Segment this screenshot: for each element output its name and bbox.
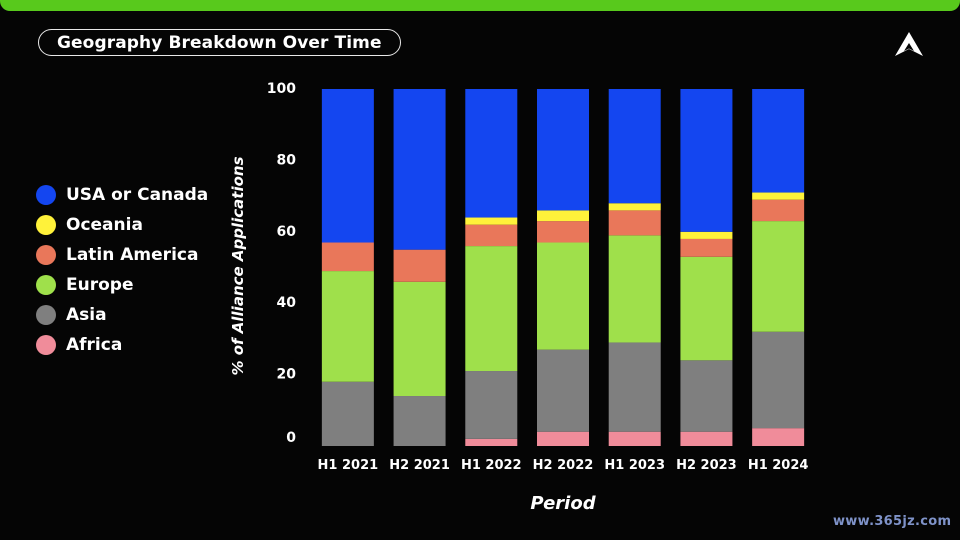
legend-label-europe: Europe bbox=[66, 275, 134, 295]
legend-item-africa: Africa bbox=[36, 330, 208, 360]
bar-segment-latin-america bbox=[608, 210, 661, 236]
bar-segment-usa-or-canada bbox=[680, 89, 733, 232]
legend: USA or Canada Oceania Latin America Europe A… bbox=[36, 180, 208, 360]
legend-label-asia: Asia bbox=[66, 305, 107, 325]
legend-swatch-latin-america bbox=[36, 245, 56, 265]
x-tick-label: H2 2021 bbox=[389, 458, 450, 473]
legend-swatch-africa bbox=[36, 335, 56, 355]
bar-segment-usa-or-canada bbox=[537, 89, 589, 211]
legend-swatch-europe bbox=[36, 275, 56, 295]
bar-segment-latin-america bbox=[321, 242, 374, 272]
bar-segment-asia bbox=[608, 342, 661, 432]
y-tick-label: 100 bbox=[267, 81, 296, 97]
x-tick-label: H1 2024 bbox=[748, 458, 809, 473]
bar-segment-latin-america bbox=[752, 199, 805, 222]
chart-title: Geography Breakdown Over Time bbox=[38, 29, 401, 56]
bar-segment-usa-or-canada bbox=[752, 89, 805, 193]
bar-segment-asia bbox=[537, 349, 589, 432]
bar-segment-europe bbox=[752, 221, 805, 332]
bar-segment-usa-or-canada bbox=[393, 89, 446, 250]
bar-segment-africa bbox=[680, 431, 733, 446]
chart-title-text: Geography Breakdown Over Time bbox=[57, 32, 382, 53]
bar-segment-usa-or-canada bbox=[465, 89, 518, 218]
bar-segment-asia bbox=[393, 396, 446, 446]
legend-label-latin-america: Latin America bbox=[66, 245, 199, 265]
x-tick-label: H1 2021 bbox=[318, 458, 379, 473]
watermark-text: www.365jz.com bbox=[833, 514, 952, 529]
bar-segment-africa bbox=[537, 431, 589, 446]
bar-segment-asia bbox=[321, 381, 374, 446]
bar-segment-oceania bbox=[608, 203, 661, 211]
bar-segment-africa bbox=[465, 438, 518, 446]
legend-swatch-usa-or-canada bbox=[36, 185, 56, 205]
y-tick-label: 0 bbox=[286, 430, 296, 446]
bar-segment-latin-america bbox=[680, 238, 733, 257]
x-tick-label: H2 2022 bbox=[533, 458, 594, 473]
bar-segment-latin-america bbox=[537, 221, 589, 243]
bar-segment-oceania bbox=[680, 231, 733, 239]
bar-segment-asia bbox=[465, 371, 518, 439]
x-axis-label: Period bbox=[530, 493, 596, 514]
bar-segment-latin-america bbox=[465, 224, 518, 247]
legend-item-latin-america: Latin America bbox=[36, 240, 208, 270]
x-tick-label: H1 2023 bbox=[604, 458, 665, 473]
bar-segment-latin-america bbox=[393, 249, 446, 282]
bar-segment-oceania bbox=[465, 217, 518, 225]
y-tick-label: 20 bbox=[277, 367, 297, 383]
legend-item-usa-or-canada: USA or Canada bbox=[36, 180, 208, 210]
bar-segment-asia bbox=[680, 360, 733, 432]
legend-label-oceania: Oceania bbox=[66, 215, 143, 235]
top-accent-bar bbox=[0, 0, 960, 11]
legend-label-usa-or-canada: USA or Canada bbox=[66, 185, 209, 205]
bar-segment-africa bbox=[752, 428, 805, 446]
bar-segment-europe bbox=[321, 271, 374, 382]
bar-segment-europe bbox=[465, 246, 518, 372]
bar-segment-oceania bbox=[752, 192, 805, 200]
bar-segment-europe bbox=[680, 256, 733, 361]
y-axis-label: % of Alliance Applications bbox=[229, 156, 247, 375]
bar-segment-europe bbox=[537, 242, 589, 350]
brand-logo-icon bbox=[895, 32, 923, 56]
x-tick-label: H2 2023 bbox=[676, 458, 737, 473]
bar-segment-africa bbox=[608, 431, 661, 446]
legend-label-africa: Africa bbox=[66, 335, 123, 355]
bar-segment-usa-or-canada bbox=[608, 89, 661, 204]
y-tick-label: 60 bbox=[277, 224, 297, 240]
bar-segment-oceania bbox=[537, 210, 589, 222]
legend-item-oceania: Oceania bbox=[36, 210, 208, 240]
legend-swatch-oceania bbox=[36, 215, 56, 235]
bar-segment-asia bbox=[752, 331, 805, 429]
bar-segment-europe bbox=[393, 281, 446, 397]
x-tick-label: H1 2022 bbox=[461, 458, 522, 473]
legend-swatch-asia bbox=[36, 305, 56, 325]
y-tick-label: 80 bbox=[277, 152, 297, 168]
legend-item-asia: Asia bbox=[36, 300, 208, 330]
bar-segment-usa-or-canada bbox=[321, 89, 374, 243]
bar-segment-europe bbox=[608, 235, 661, 343]
y-tick-label: 40 bbox=[277, 295, 297, 311]
legend-item-europe: Europe bbox=[36, 270, 208, 300]
